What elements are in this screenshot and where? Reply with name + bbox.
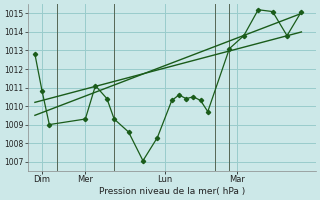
X-axis label: Pression niveau de la mer( hPa ): Pression niveau de la mer( hPa )	[99, 187, 245, 196]
